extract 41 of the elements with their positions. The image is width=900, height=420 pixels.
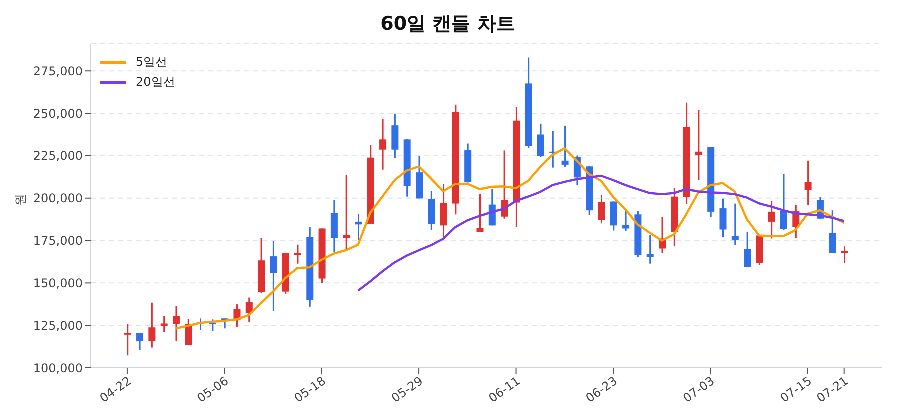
candlestick [768,200,776,240]
y-tick-label: 125,000 [33,318,83,333]
y-tick-label: 150,000 [33,276,83,290]
y-tick-label: 250,000 [33,106,83,121]
candlestick [380,118,387,171]
candlestick [440,184,448,240]
y-axis-title: 원 [13,194,28,206]
candlestick [294,244,302,265]
candlestick [562,125,569,168]
candlestick [160,316,168,334]
y-tick-label: 175,000 [33,234,83,248]
candlestick [744,231,752,268]
candlestick [270,240,278,312]
candlestick [476,194,484,234]
candlestick [148,302,156,349]
candlestick [537,123,544,158]
candlestick [841,246,848,264]
y-tick-label: 100,000 [33,361,83,376]
y-tick-label: 225,000 [33,149,83,164]
candlestick [598,194,606,224]
candlestick [695,110,702,182]
candlestick [804,160,812,206]
candlestick [246,297,253,323]
legend-label: 5일선 [136,54,168,70]
candlestick [732,203,739,246]
legend-label: 20일선 [136,74,176,90]
y-tick-label: 275,000 [33,64,83,78]
candlestick [610,201,618,232]
candlestick [172,306,180,342]
line-series [357,174,846,292]
candlestick [209,318,216,332]
candlestick [124,324,132,356]
candlestick [136,332,144,352]
candlestick [646,234,654,265]
candlestick [829,210,836,254]
y-tick-label: 200,000 [33,192,83,206]
candlestick [720,198,727,238]
candlestick [780,174,788,232]
candlestick [355,214,362,242]
chart-title: 60일 캔들 차트 [380,12,516,37]
candlestick [343,174,350,251]
